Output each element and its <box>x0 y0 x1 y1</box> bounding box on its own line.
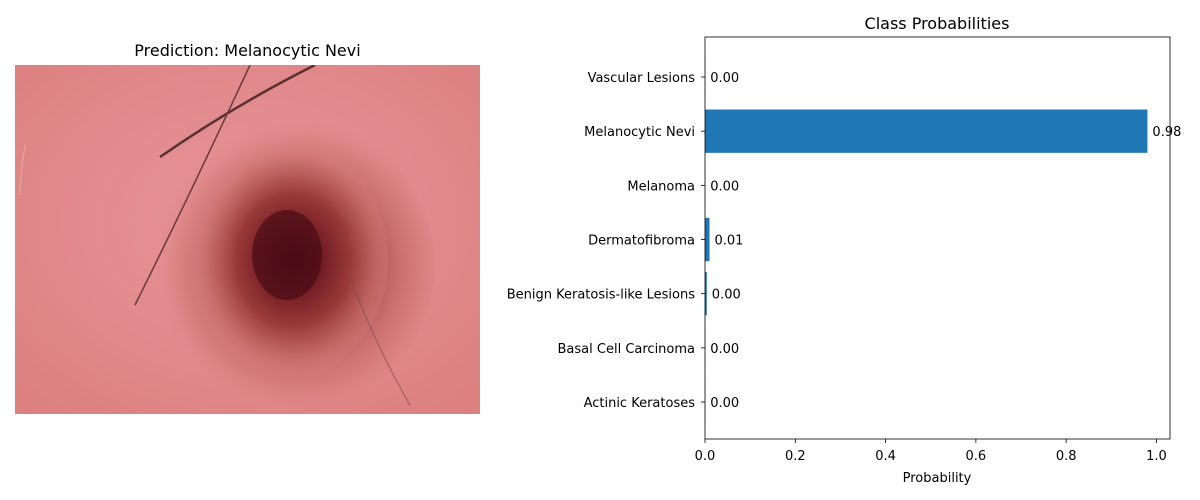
value-label-benign-keratosis-like-lesions: 0.00 <box>712 288 741 303</box>
x-tick-label: 0.8 <box>1056 449 1077 464</box>
bar-benign-keratosis-like-lesions <box>705 272 707 316</box>
y-tick-label-actinic-keratoses: Actinic Keratoses <box>584 396 696 411</box>
y-tick-label-vascular-lesions: Vascular Lesions <box>588 71 696 86</box>
y-tick-label-dermatofibroma: Dermatofibroma <box>588 234 695 249</box>
lesion-core <box>252 210 322 300</box>
value-label-basal-cell-carcinoma: 0.00 <box>710 342 739 357</box>
hair-3 <box>344 264 411 406</box>
value-label-dermatofibroma: 0.01 <box>715 234 744 249</box>
value-label-melanocytic-nevi: 0.98 <box>1152 125 1181 140</box>
x-axis-label: Probability <box>903 471 972 486</box>
lesion-image <box>15 65 480 414</box>
image-panel-title: Prediction: Melanocytic Nevi <box>134 41 361 60</box>
y-tick-label-basal-cell-carcinoma: Basal Cell Carcinoma <box>558 342 695 357</box>
x-tick-label: 0.0 <box>695 449 716 464</box>
bars-layer: 0.00 0.00 0.00 0.01 0.00 0.98 0.00 <box>705 55 1181 424</box>
hair-1 <box>159 65 316 159</box>
x-tick-label: 1.0 <box>1146 449 1167 464</box>
x-tick-label: 0.4 <box>875 449 896 464</box>
y-tick-label-melanoma: Melanoma <box>627 179 695 194</box>
plot-frame <box>704 36 1171 440</box>
value-label-vascular-lesions: 0.00 <box>710 71 739 86</box>
y-tick-label-melanocytic-nevi: Melanocytic Nevi <box>584 125 695 140</box>
value-label-melanoma: 0.00 <box>710 179 739 194</box>
ticks-layer: Actinic Keratoses Basal Cell Carcinoma Ben… <box>507 71 1167 464</box>
hair-2 <box>134 65 251 306</box>
bar-dermatofibroma <box>705 217 710 262</box>
value-label-actinic-keratoses: 0.00 <box>710 396 739 411</box>
x-tick-label: 0.6 <box>966 449 987 464</box>
x-tick-label: 0.2 <box>785 449 806 464</box>
hair-4 <box>19 144 26 196</box>
y-tick-label-benign-keratosis-like-lesions: Benign Keratosis-like Lesions <box>507 288 695 303</box>
chart-title: Class Probabilities <box>865 14 1010 33</box>
bar-melanocytic-nevi <box>705 109 1148 153</box>
